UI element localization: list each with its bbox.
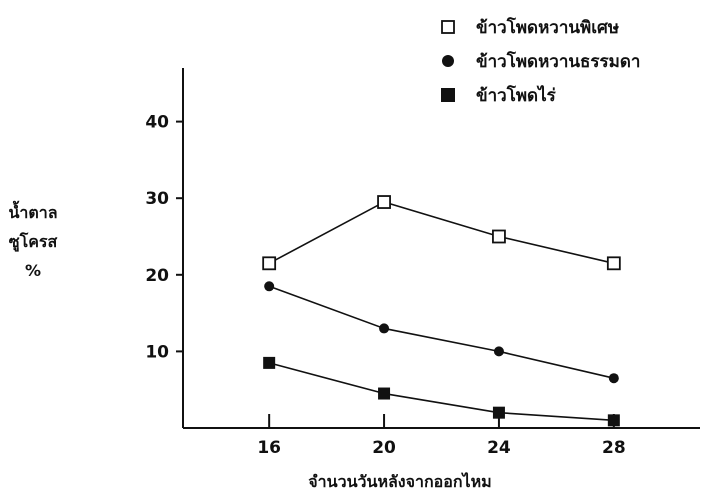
y-tick-label: 20 — [145, 266, 169, 286]
series-line-2 — [268, 285, 615, 379]
data-point-s2-24 — [493, 346, 504, 357]
data-point-s2-16 — [264, 281, 275, 292]
legend-label: ข้าวโพดไร่ — [476, 85, 556, 106]
data-point-s3-20 — [378, 387, 391, 400]
x-ticks: 16 20 24 28 — [257, 414, 626, 458]
y-axis-label: น้ำตาล ซูโครส % — [2, 198, 64, 285]
y-axis-label-line-1: น้ำตาล — [8, 203, 58, 222]
x-tick-label: 16 — [257, 438, 281, 458]
series-group — [262, 195, 621, 427]
y-tick-label: 40 — [145, 113, 169, 133]
series-line-3 — [268, 362, 614, 422]
x-axis-label: จำนวนวันหลังจากออกไหม — [308, 472, 492, 491]
data-point-s3-24 — [492, 406, 505, 419]
x-tick-label: 20 — [372, 438, 396, 458]
data-point-s1-28 — [606, 256, 621, 271]
series-line-1 — [268, 201, 615, 265]
legend-item-normal-sweet-corn: ข้าวโพดหวานธรรมดา — [440, 44, 640, 78]
y-tick-label: 10 — [145, 342, 169, 362]
y-axis-label-line-2: ซูโครส — [8, 232, 58, 251]
legend-label: ข้าวโพดหวานธรรมดา — [476, 51, 641, 72]
x-tick-label: 28 — [602, 438, 626, 458]
data-point-s3-16 — [263, 356, 276, 369]
legend-label: ข้าวโพดหวานพิเศษ — [476, 17, 620, 38]
legend: ข้าวโพดหวานพิเศษ ข้าวโพดหวานธรรมดา ข้าวโ… — [440, 10, 640, 112]
y-ticks: 10 20 30 40 — [145, 113, 183, 362]
data-point-s3-28 — [607, 414, 620, 427]
filled-square-marker-icon — [440, 87, 456, 103]
data-point-s1-16 — [262, 256, 277, 271]
filled-circle-marker-icon — [440, 53, 456, 69]
legend-item-field-corn: ข้าวโพดไร่ — [440, 78, 640, 112]
data-point-s2-28 — [608, 373, 619, 384]
y-axis-label-line-3: % — [24, 261, 42, 280]
data-point-s1-20 — [377, 195, 391, 209]
open-square-marker-icon — [440, 19, 456, 35]
data-point-s2-20 — [379, 323, 390, 334]
legend-item-special-sweet-corn: ข้าวโพดหวานพิเศษ — [440, 10, 640, 44]
x-tick-label: 24 — [487, 438, 511, 458]
data-point-s1-24 — [492, 229, 506, 244]
y-tick-label: 30 — [145, 189, 169, 209]
